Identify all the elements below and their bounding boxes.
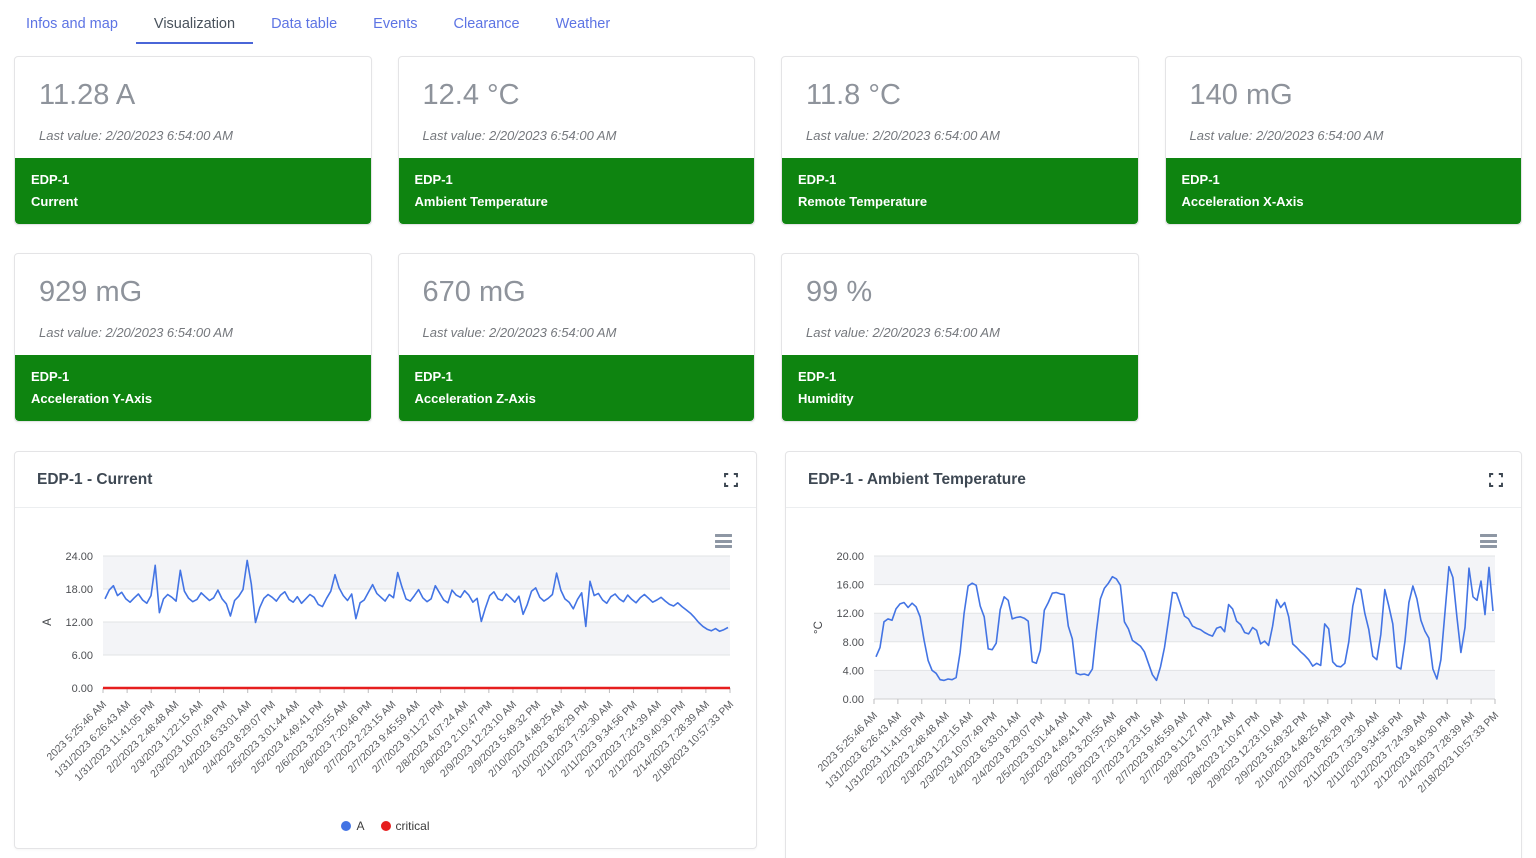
tab-bar: Infos and map Visualization Data table Even… bbox=[0, 0, 1536, 44]
kpi-value: 12.4 °C bbox=[422, 79, 520, 111]
chart-header: EDP-1 - Ambient Temperature bbox=[786, 452, 1521, 508]
fullscreen-icon[interactable] bbox=[1489, 472, 1503, 487]
kpi-metric: Ambient Temperature bbox=[414, 193, 548, 209]
kpi-metric: Acceleration Z-Axis bbox=[414, 390, 536, 406]
kpi-last-value: Last value: 2/20/2023 6:54:00 AM bbox=[422, 128, 617, 143]
tab-clearance[interactable]: Clearance bbox=[453, 16, 520, 32]
svg-text:12.00: 12.00 bbox=[65, 617, 93, 629]
kpi-card-ambient-temperature: 12.4 °C Last value: 2/20/2023 6:54:00 AM E… bbox=[397, 56, 755, 225]
legend-label: critical bbox=[395, 819, 430, 833]
kpi-top: 12.4 °C Last value: 2/20/2023 6:54:00 AM bbox=[399, 57, 755, 158]
chart-title: EDP-1 - Ambient Temperature bbox=[808, 470, 1026, 488]
tab-infos-and-map[interactable]: Infos and map bbox=[26, 16, 118, 32]
kpi-footer: EDP-1 Acceleration Z-Axis bbox=[398, 355, 754, 421]
kpi-value: 670 mG bbox=[422, 276, 526, 308]
kpi-metric: Acceleration Y-Axis bbox=[31, 390, 153, 406]
legend-marker bbox=[380, 821, 391, 831]
kpi-grid: 11.28 A Last value: 2/20/2023 6:54:00 AM E… bbox=[0, 44, 1536, 422]
legend-label: A bbox=[356, 819, 365, 833]
tab-events[interactable]: Events bbox=[373, 16, 418, 32]
kpi-value: 11.28 A bbox=[39, 79, 136, 111]
kpi-last-value: Last value: 2/20/2023 6:54:00 AM bbox=[806, 128, 1000, 143]
tab-weather[interactable]: Weather bbox=[555, 16, 611, 32]
charts-row: EDP-1 - Current 0.00 6.00 12.00 18.00 24.00 A… bbox=[0, 422, 1536, 858]
kpi-value: 929 mG bbox=[39, 276, 143, 308]
kpi-last-value: Last value: 2/20/2023 6:54:00 AM bbox=[422, 325, 617, 340]
svg-text:20.00: 20.00 bbox=[836, 551, 864, 563]
chart-body: 0.00 6.00 12.00 18.00 24.00 A 2023 5:25:46 AM 1… bbox=[15, 508, 756, 833]
line-chart-current: 0.00 6.00 12.00 18.00 24.00 A 2023 5:25:46 AM 1… bbox=[15, 510, 756, 815]
chart-menu-icon[interactable] bbox=[715, 534, 732, 551]
kpi-footer: EDP-1 Current bbox=[15, 158, 371, 224]
kpi-device: EDP-1 bbox=[798, 172, 837, 188]
legend-marker bbox=[341, 821, 352, 831]
svg-text:0.00: 0.00 bbox=[72, 683, 93, 695]
kpi-value: 99 % bbox=[806, 276, 873, 308]
kpi-top: 11.28 A Last value: 2/20/2023 6:54:00 AM bbox=[15, 57, 371, 158]
kpi-last-value: Last value: 2/20/2023 6:54:00 AM bbox=[39, 325, 233, 340]
kpi-top: 670 mG Last value: 2/20/2023 6:54:00 AM bbox=[399, 254, 755, 355]
line-chart-ambient-temperature: 0.00 4.00 8.00 12.00 16.00 20.00 °C 2023 5:25:4… bbox=[786, 510, 1521, 833]
svg-text:4.00: 4.00 bbox=[843, 665, 864, 677]
kpi-last-value: Last value: 2/20/2023 6:54:00 AM bbox=[39, 128, 233, 143]
kpi-device: EDP-1 bbox=[31, 172, 70, 188]
chart-card-current: EDP-1 - Current 0.00 6.00 12.00 18.00 24.00 A… bbox=[14, 451, 757, 849]
tab-visualization[interactable]: Visualization bbox=[135, 8, 254, 44]
svg-text:16.00: 16.00 bbox=[836, 580, 864, 592]
chart-header: EDP-1 - Current bbox=[15, 452, 756, 508]
kpi-metric: Remote Temperature bbox=[798, 193, 928, 209]
svg-text:A: A bbox=[42, 618, 54, 626]
kpi-top: 929 mG Last value: 2/20/2023 6:54:00 AM bbox=[15, 254, 371, 355]
kpi-footer: EDP-1 Humidity bbox=[782, 355, 1138, 421]
kpi-value: 11.8 °C bbox=[806, 79, 901, 111]
chart-body: 0.00 4.00 8.00 12.00 16.00 20.00 °C 2023 5:25:4… bbox=[786, 508, 1521, 837]
svg-text:0.00: 0.00 bbox=[843, 694, 864, 706]
kpi-last-value: Last value: 2/20/2023 6:54:00 AM bbox=[1189, 128, 1384, 143]
fullscreen-icon[interactable] bbox=[724, 472, 738, 487]
kpi-device: EDP-1 bbox=[798, 369, 837, 385]
legend-item-A[interactable]: A bbox=[341, 819, 365, 833]
kpi-card-acceleration-x-axis: 140 mG Last value: 2/20/2023 6:54:00 AM ED… bbox=[1164, 56, 1522, 225]
svg-text:24.00: 24.00 bbox=[65, 551, 93, 563]
chart-menu-icon[interactable] bbox=[1480, 534, 1497, 551]
kpi-device: EDP-1 bbox=[414, 172, 453, 188]
svg-text:8.00: 8.00 bbox=[843, 637, 864, 649]
chart-title: EDP-1 - Current bbox=[37, 470, 153, 488]
kpi-card-current: 11.28 A Last value: 2/20/2023 6:54:00 AM E… bbox=[14, 56, 372, 225]
kpi-card-acceleration-y-axis: 929 mG Last value: 2/20/2023 6:54:00 AM ED… bbox=[14, 253, 372, 422]
kpi-metric: Acceleration X-Axis bbox=[1181, 193, 1304, 209]
kpi-footer: EDP-1 Acceleration X-Axis bbox=[1165, 158, 1521, 224]
kpi-footer: EDP-1 Ambient Temperature bbox=[398, 158, 754, 224]
svg-text:12.00: 12.00 bbox=[836, 608, 864, 620]
kpi-metric: Current bbox=[31, 193, 78, 209]
legend-item-critical[interactable]: critical bbox=[380, 819, 430, 833]
kpi-card-humidity: 99 % Last value: 2/20/2023 6:54:00 AM EDP-… bbox=[781, 253, 1139, 422]
svg-text:6.00: 6.00 bbox=[72, 650, 93, 662]
kpi-device: EDP-1 bbox=[31, 369, 70, 385]
kpi-card-acceleration-z-axis: 670 mG Last value: 2/20/2023 6:54:00 AM ED… bbox=[397, 253, 755, 422]
kpi-device: EDP-1 bbox=[1181, 172, 1220, 188]
kpi-top: 11.8 °C Last value: 2/20/2023 6:54:00 AM bbox=[782, 57, 1138, 158]
kpi-top: 140 mG Last value: 2/20/2023 6:54:00 AM bbox=[1166, 57, 1522, 158]
kpi-card-remote-temperature: 11.8 °C Last value: 2/20/2023 6:54:00 AM E… bbox=[781, 56, 1139, 225]
kpi-device: EDP-1 bbox=[414, 369, 453, 385]
chart-card-ambient-temperature: EDP-1 - Ambient Temperature 0.00 4.00 8.00… bbox=[785, 451, 1522, 858]
tab-data-table[interactable]: Data table bbox=[271, 16, 338, 32]
kpi-last-value: Last value: 2/20/2023 6:54:00 AM bbox=[806, 325, 1000, 340]
svg-text:18.00: 18.00 bbox=[65, 584, 93, 596]
svg-text:°C: °C bbox=[813, 621, 825, 634]
kpi-value: 140 mG bbox=[1189, 79, 1293, 111]
kpi-metric: Humidity bbox=[798, 390, 854, 406]
kpi-footer: EDP-1 Acceleration Y-Axis bbox=[15, 355, 371, 421]
kpi-footer: EDP-1 Remote Temperature bbox=[782, 158, 1138, 224]
kpi-top: 99 % Last value: 2/20/2023 6:54:00 AM bbox=[782, 254, 1138, 355]
